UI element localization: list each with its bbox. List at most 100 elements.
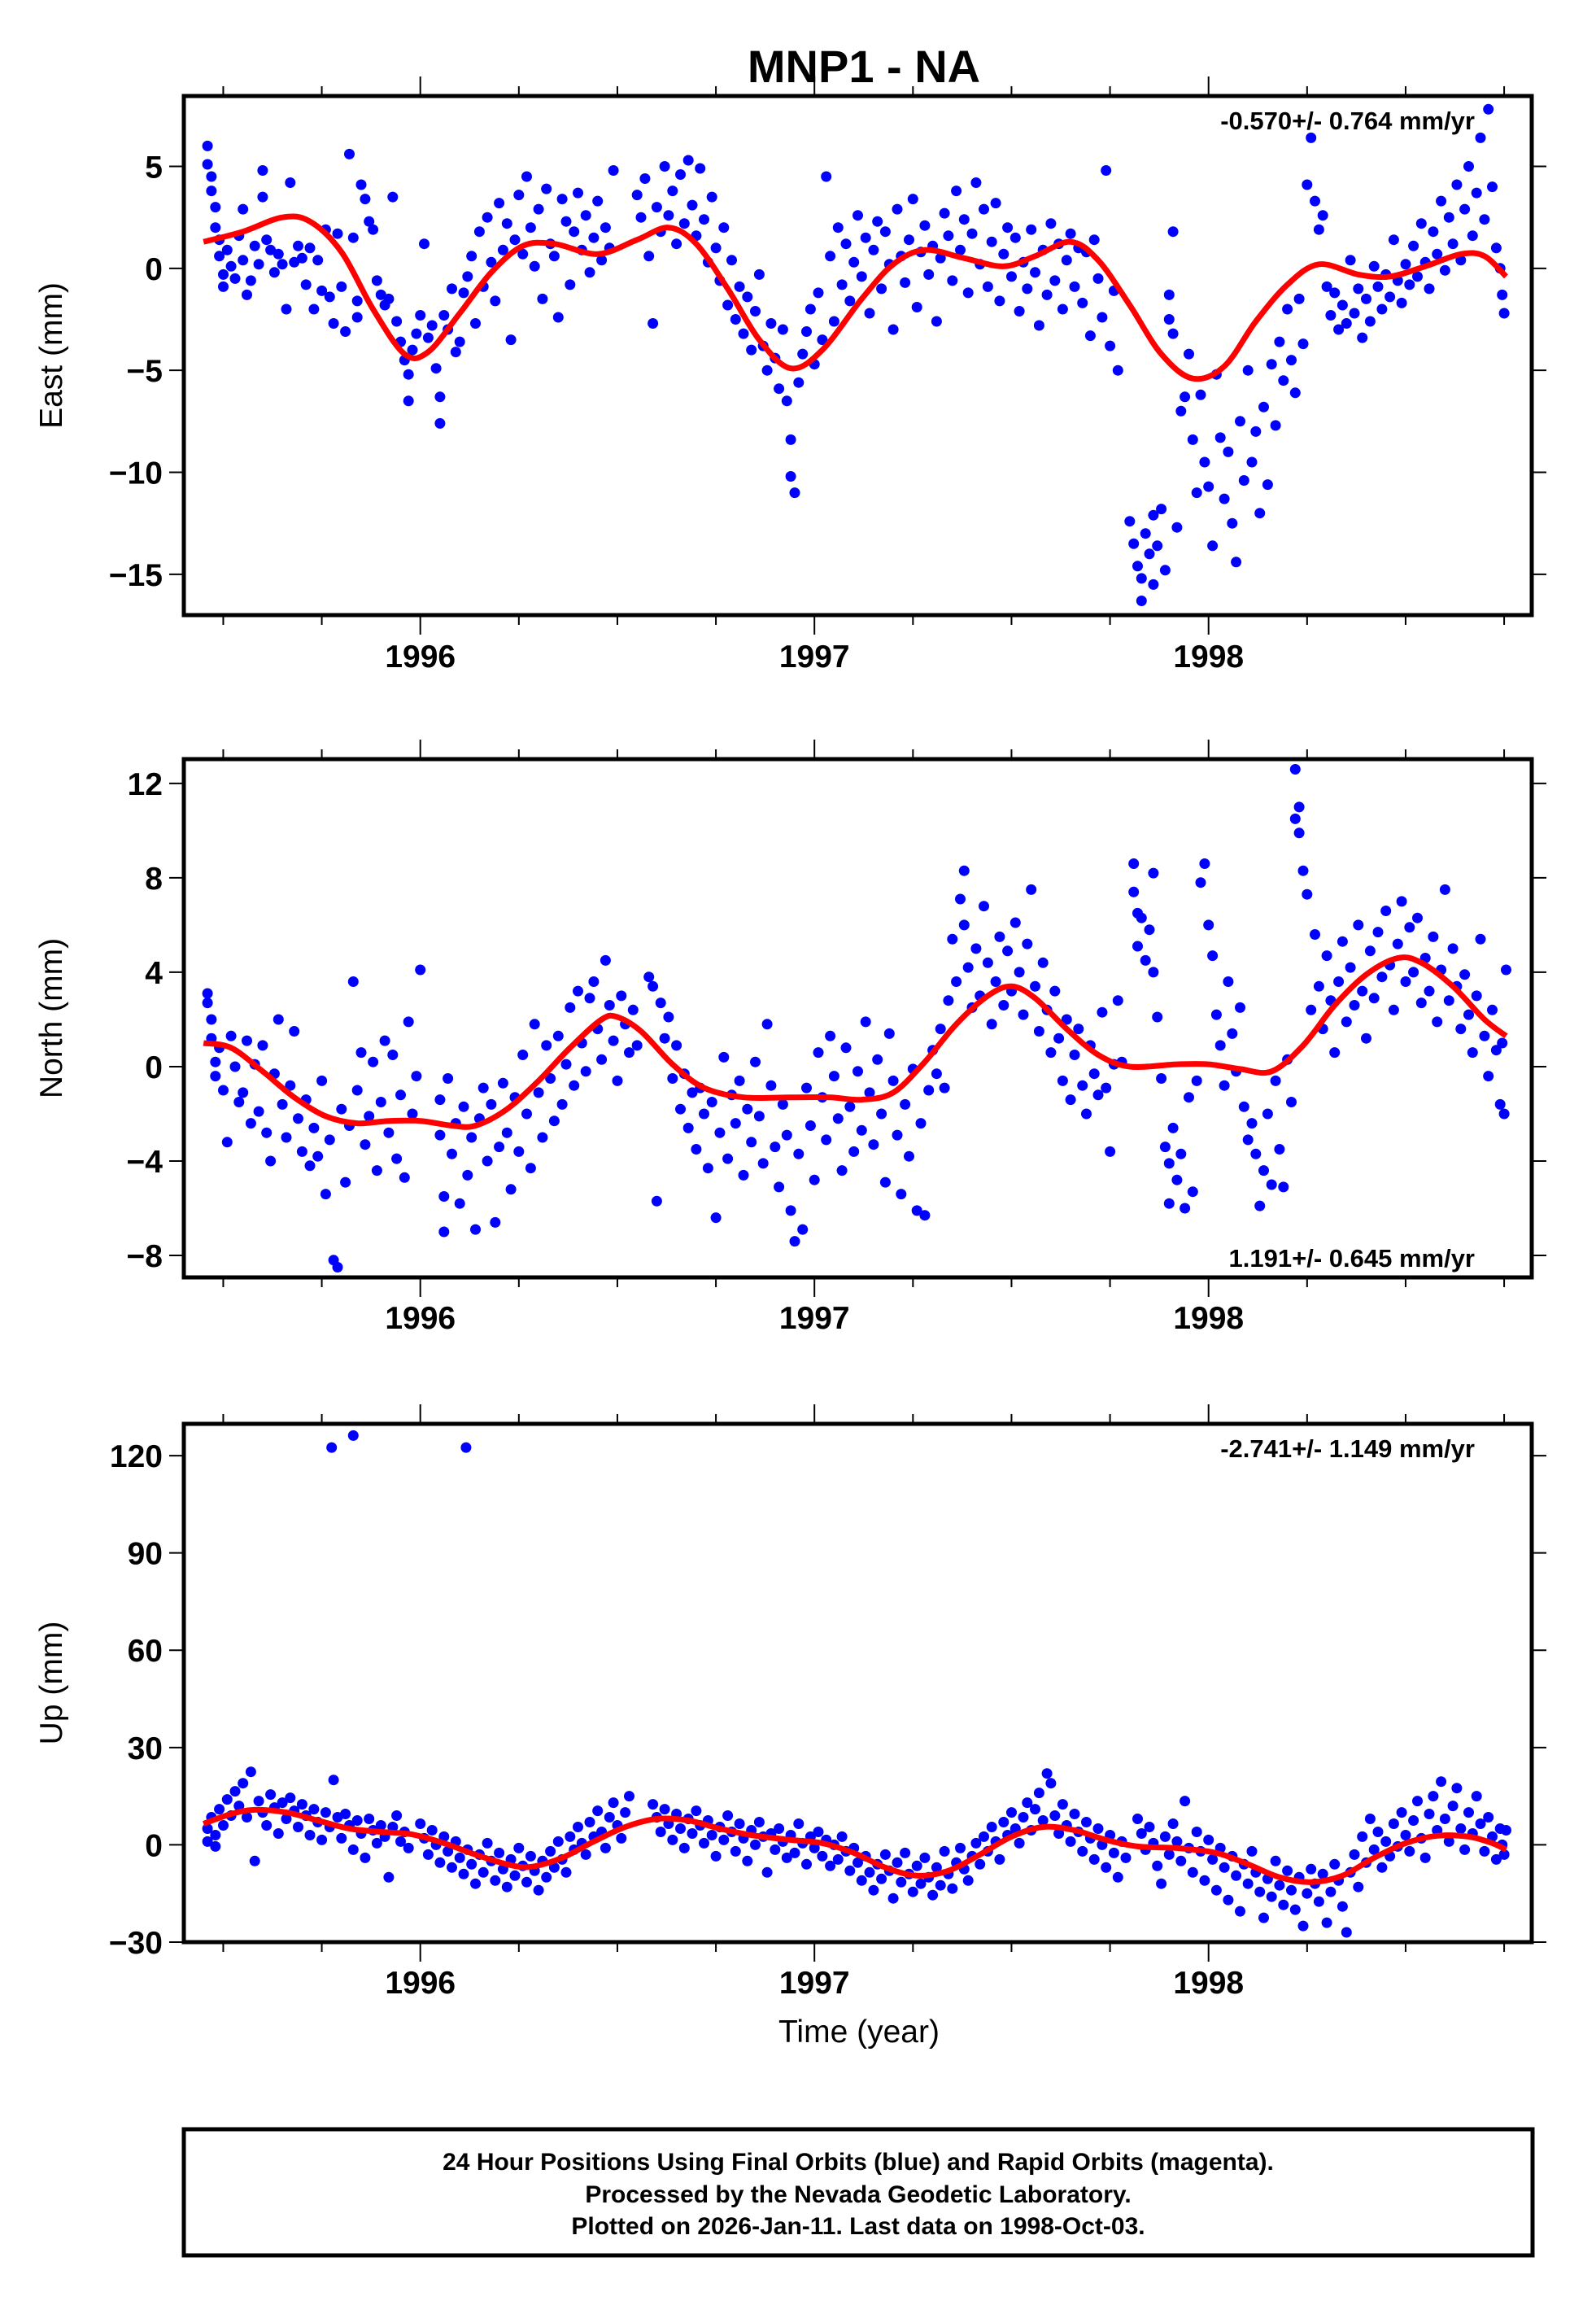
data-point bbox=[281, 303, 292, 315]
data-point bbox=[1404, 922, 1415, 933]
data-point bbox=[1175, 405, 1187, 417]
velocity-label: -0.570+/- 0.764 mm/yr bbox=[1220, 107, 1475, 135]
data-point bbox=[320, 1807, 331, 1818]
data-point bbox=[289, 1026, 300, 1037]
data-point bbox=[1191, 1075, 1202, 1086]
data-point bbox=[415, 310, 426, 321]
data-point bbox=[608, 1035, 619, 1046]
data-point bbox=[261, 234, 273, 246]
y-tick-label: 5 bbox=[145, 150, 163, 185]
data-point bbox=[892, 1857, 903, 1868]
data-point bbox=[438, 1191, 450, 1202]
data-point bbox=[588, 976, 600, 987]
data-point bbox=[1364, 1814, 1376, 1824]
data-point bbox=[774, 1181, 785, 1193]
data-point bbox=[494, 1847, 505, 1858]
chart-title: MNP1 - NA bbox=[748, 41, 980, 92]
data-point bbox=[242, 1812, 252, 1823]
data-point bbox=[911, 1205, 922, 1216]
data-point bbox=[868, 1884, 879, 1896]
data-point bbox=[1140, 954, 1151, 966]
data-point bbox=[659, 161, 670, 172]
data-point bbox=[1310, 195, 1320, 207]
data-point bbox=[501, 1127, 512, 1138]
data-point bbox=[473, 226, 485, 238]
y-axis-title: North (mm) bbox=[34, 938, 69, 1098]
data-point bbox=[695, 163, 706, 174]
data-point bbox=[1092, 1823, 1104, 1834]
data-point bbox=[706, 1830, 717, 1840]
data-point bbox=[1112, 995, 1123, 1006]
data-point bbox=[809, 1842, 820, 1853]
data-point bbox=[1152, 1860, 1163, 1871]
data-point bbox=[1368, 993, 1380, 1004]
data-point bbox=[1223, 446, 1234, 457]
data-point bbox=[682, 155, 694, 166]
data-point bbox=[1022, 938, 1033, 950]
data-point bbox=[939, 207, 950, 219]
data-point bbox=[1053, 1032, 1065, 1044]
data-point bbox=[710, 1212, 722, 1224]
data-point bbox=[450, 347, 461, 358]
data-point bbox=[982, 957, 993, 968]
data-point bbox=[887, 1892, 899, 1904]
data-point bbox=[1490, 242, 1502, 254]
data-point bbox=[403, 1842, 414, 1853]
data-point bbox=[1187, 1186, 1198, 1198]
data-point bbox=[1463, 1807, 1474, 1818]
data-point bbox=[383, 1127, 395, 1138]
data-point bbox=[1049, 1810, 1061, 1821]
data-point bbox=[1306, 1863, 1317, 1875]
data-point bbox=[1498, 1108, 1510, 1120]
data-point bbox=[1227, 1028, 1238, 1039]
data-point bbox=[509, 234, 521, 246]
data-point bbox=[624, 1791, 634, 1802]
x-tick-label: 1998 bbox=[1173, 1966, 1244, 2001]
data-point bbox=[663, 1011, 674, 1023]
data-point bbox=[1238, 475, 1249, 486]
data-point bbox=[718, 222, 730, 234]
data-point bbox=[1329, 1047, 1341, 1059]
data-point bbox=[202, 998, 213, 1009]
data-point bbox=[1231, 557, 1242, 568]
data-point bbox=[994, 1853, 1005, 1865]
data-point bbox=[1408, 1815, 1419, 1826]
east-panel: 1996 1997 1998 5 0 −5 −10 −15 East (mm) -0.570+/-… bbox=[34, 76, 1546, 674]
data-point bbox=[864, 1866, 875, 1878]
data-point bbox=[718, 1834, 730, 1845]
y-tick-label: 0 bbox=[145, 1050, 163, 1085]
data-point bbox=[1030, 980, 1040, 992]
data-point bbox=[648, 1799, 659, 1810]
data-point bbox=[1286, 355, 1297, 366]
data-point bbox=[1077, 1080, 1088, 1091]
data-point bbox=[1396, 1807, 1407, 1818]
data-point bbox=[675, 1823, 686, 1834]
data-point bbox=[1337, 936, 1348, 947]
data-point bbox=[560, 1059, 572, 1070]
data-point bbox=[876, 1873, 887, 1884]
data-point bbox=[509, 1870, 521, 1881]
data-point bbox=[407, 344, 418, 356]
data-point bbox=[604, 1000, 615, 1011]
data-point bbox=[1207, 1853, 1219, 1865]
data-point bbox=[304, 1830, 316, 1840]
x-tick-label: 1996 bbox=[385, 1966, 456, 2001]
data-point bbox=[1361, 1032, 1371, 1044]
data-point bbox=[233, 1801, 245, 1812]
data-point bbox=[663, 210, 674, 221]
data-point bbox=[351, 295, 363, 307]
data-point bbox=[860, 232, 871, 243]
data-point bbox=[1400, 259, 1411, 270]
data-point bbox=[1171, 1174, 1183, 1185]
data-point bbox=[651, 1195, 662, 1207]
data-point bbox=[1219, 493, 1230, 504]
data-point bbox=[316, 1834, 328, 1845]
data-point bbox=[1009, 232, 1021, 243]
data-point bbox=[1490, 1853, 1502, 1865]
data-point bbox=[371, 275, 382, 286]
data-point bbox=[1479, 1030, 1490, 1041]
data-point bbox=[687, 199, 698, 211]
data-point bbox=[1223, 1894, 1234, 1906]
data-point bbox=[1455, 1024, 1467, 1035]
data-point bbox=[832, 222, 844, 234]
